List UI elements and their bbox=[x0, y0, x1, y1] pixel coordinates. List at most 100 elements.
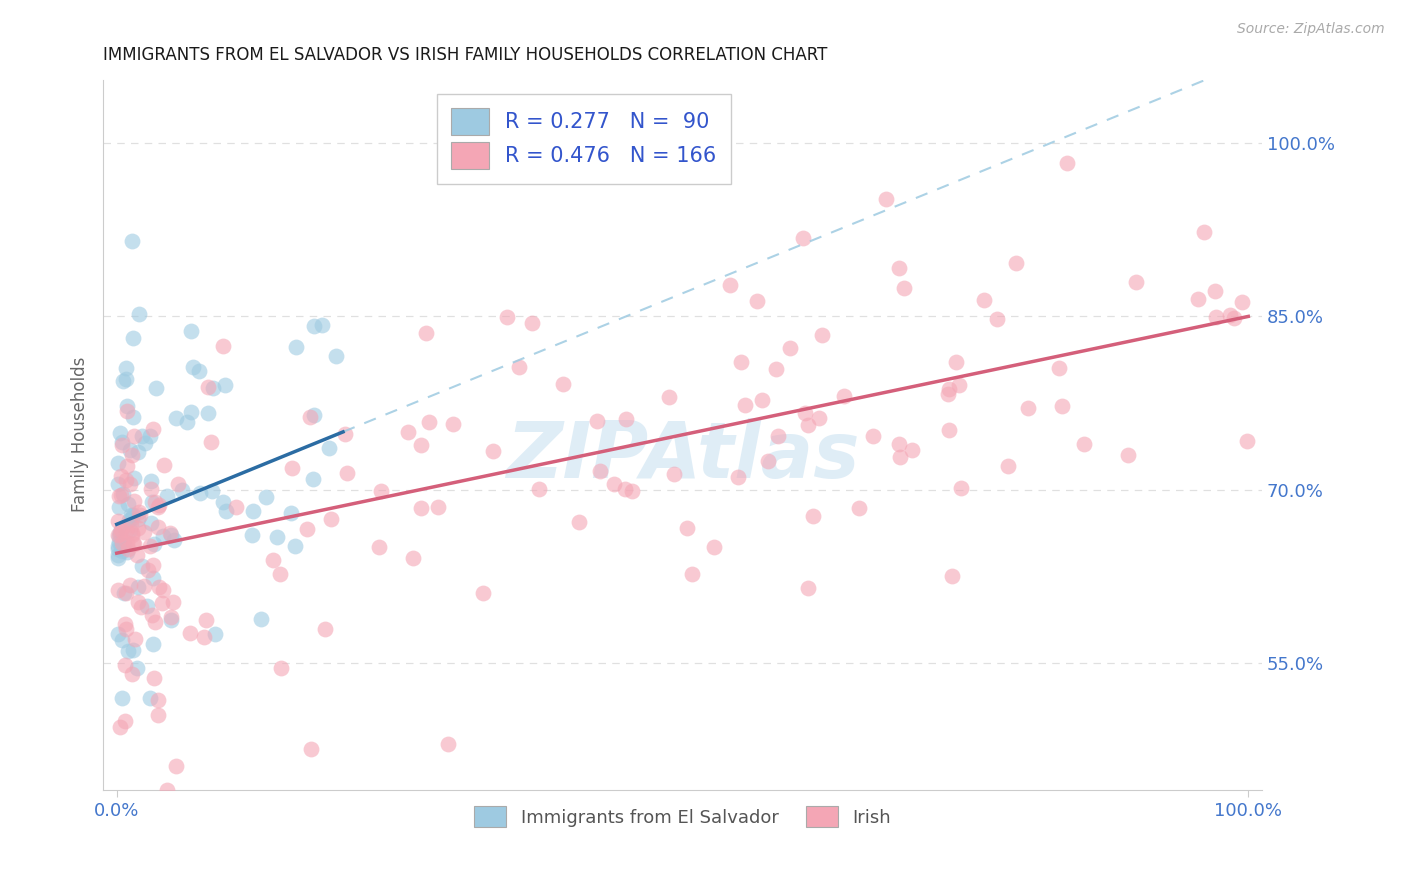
Point bbox=[1222, 310, 1244, 325]
Point bbox=[314, 622, 336, 636]
Point bbox=[215, 504, 238, 518]
Point bbox=[132, 524, 155, 539]
Point bbox=[212, 494, 235, 508]
Point bbox=[588, 464, 610, 478]
Point bbox=[110, 523, 132, 537]
Y-axis label: Family Households: Family Households bbox=[72, 357, 89, 513]
Point bbox=[311, 318, 333, 332]
Point bbox=[115, 459, 138, 474]
Point bbox=[110, 469, 132, 483]
Point bbox=[139, 475, 162, 489]
Point bbox=[117, 404, 139, 418]
Point bbox=[111, 487, 134, 501]
Point bbox=[148, 520, 170, 534]
Point bbox=[107, 514, 129, 528]
Point bbox=[402, 551, 425, 566]
Point bbox=[803, 508, 825, 523]
Point bbox=[128, 504, 150, 518]
Point bbox=[181, 359, 204, 374]
Point bbox=[142, 672, 165, 686]
Point bbox=[115, 536, 138, 550]
Point bbox=[115, 473, 138, 487]
Point bbox=[295, 522, 318, 536]
Point bbox=[681, 567, 703, 582]
Point bbox=[122, 331, 145, 345]
Point bbox=[127, 580, 149, 594]
Point bbox=[427, 500, 450, 515]
Point bbox=[948, 377, 970, 392]
Point bbox=[136, 563, 159, 577]
Point bbox=[120, 517, 142, 532]
Point bbox=[936, 386, 959, 401]
Point bbox=[1073, 437, 1095, 451]
Point bbox=[418, 415, 440, 429]
Point bbox=[117, 497, 139, 511]
Point bbox=[797, 417, 820, 432]
Point bbox=[107, 500, 129, 515]
Point bbox=[121, 642, 143, 657]
Point bbox=[613, 482, 636, 496]
Point bbox=[437, 737, 460, 751]
Point bbox=[325, 349, 347, 363]
Point bbox=[396, 425, 419, 439]
Point bbox=[115, 399, 138, 413]
Point bbox=[810, 327, 832, 342]
Text: ZIPAtlas: ZIPAtlas bbox=[506, 418, 859, 494]
Point bbox=[121, 526, 143, 541]
Point bbox=[1017, 401, 1039, 416]
Point bbox=[568, 515, 591, 529]
Point bbox=[614, 412, 637, 426]
Point bbox=[1236, 434, 1258, 449]
Point bbox=[441, 417, 464, 431]
Point bbox=[143, 615, 166, 629]
Point bbox=[284, 340, 307, 354]
Point bbox=[848, 500, 870, 515]
Point bbox=[201, 483, 224, 498]
Point bbox=[114, 658, 136, 673]
Point bbox=[134, 435, 156, 450]
Point bbox=[727, 469, 749, 483]
Point bbox=[585, 414, 607, 428]
Point bbox=[121, 536, 143, 550]
Point bbox=[120, 508, 142, 522]
Point bbox=[108, 489, 131, 503]
Point bbox=[333, 426, 356, 441]
Point bbox=[1187, 292, 1209, 306]
Point bbox=[122, 429, 145, 443]
Point bbox=[302, 472, 325, 486]
Point bbox=[127, 595, 149, 609]
Point bbox=[127, 520, 149, 534]
Text: Source: ZipAtlas.com: Source: ZipAtlas.com bbox=[1237, 22, 1385, 37]
Point bbox=[280, 506, 302, 520]
Point bbox=[875, 192, 897, 206]
Point bbox=[142, 571, 165, 585]
Point bbox=[1005, 256, 1028, 270]
Point bbox=[115, 622, 138, 636]
Point bbox=[127, 661, 149, 675]
Point bbox=[110, 541, 132, 555]
Point bbox=[142, 558, 165, 572]
Point bbox=[108, 524, 131, 539]
Point bbox=[240, 528, 263, 542]
Point bbox=[117, 542, 139, 557]
Point bbox=[156, 489, 179, 503]
Point bbox=[148, 580, 170, 594]
Point bbox=[107, 535, 129, 549]
Point bbox=[1230, 294, 1253, 309]
Point bbox=[765, 361, 787, 376]
Point bbox=[945, 355, 967, 369]
Point bbox=[118, 523, 141, 537]
Point bbox=[146, 692, 169, 706]
Point bbox=[107, 582, 129, 597]
Point bbox=[120, 476, 142, 491]
Point bbox=[114, 617, 136, 632]
Point bbox=[120, 578, 142, 592]
Point bbox=[973, 293, 995, 307]
Point bbox=[1125, 275, 1147, 289]
Point bbox=[143, 495, 166, 509]
Point bbox=[142, 637, 165, 651]
Point bbox=[758, 454, 780, 468]
Point bbox=[111, 434, 134, 449]
Point bbox=[262, 553, 284, 567]
Point bbox=[112, 537, 135, 551]
